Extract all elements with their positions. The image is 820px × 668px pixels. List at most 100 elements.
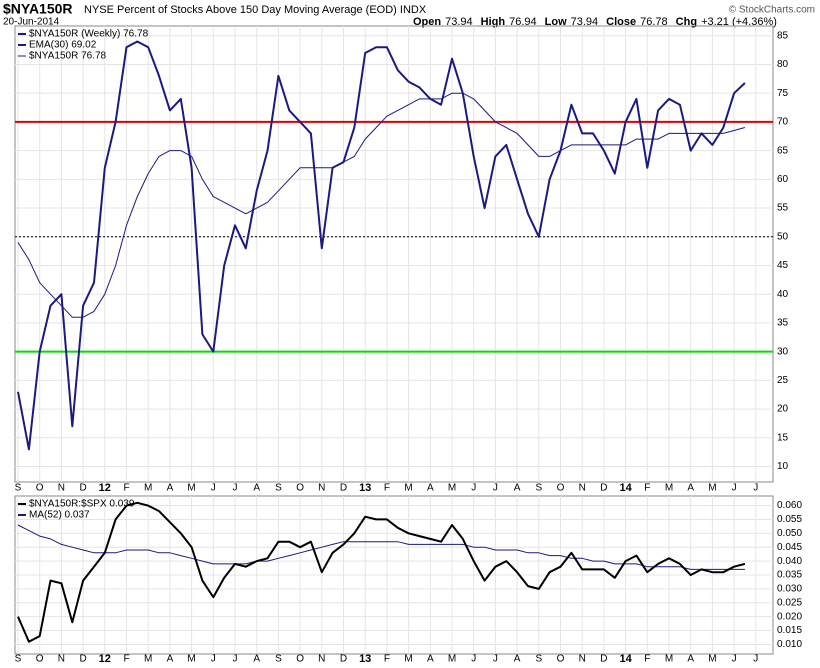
x-tick-label: M	[187, 483, 195, 494]
x-tick-label: M	[708, 654, 716, 665]
date: 20-Jun-2014	[3, 17, 60, 28]
y-tick-label: 40	[777, 289, 789, 300]
x-tick-label: M	[144, 654, 152, 665]
y-tick-label: 70	[777, 117, 789, 128]
y-tick-label: 10	[777, 461, 789, 472]
x-tick-label: 12	[99, 653, 111, 665]
x-tick-label: S	[535, 654, 542, 665]
x-tick-label: D	[340, 483, 347, 494]
quote-value: +3.21 (+4.36%)	[701, 16, 777, 28]
y-tick-label: 0.045	[777, 542, 802, 553]
symbol: $NYA150R	[3, 1, 73, 17]
y-tick-label: 25	[777, 375, 789, 386]
x-tick-label: D	[600, 483, 607, 494]
legend-label: MA(52) 0.037	[29, 510, 90, 521]
x-tick-label: F	[384, 654, 390, 665]
x-tick-label: J	[233, 654, 238, 665]
x-tick-label: 14	[619, 482, 632, 494]
quote-label: Chg	[676, 16, 697, 28]
x-tick-label: D	[79, 483, 86, 494]
x-tick-label: A	[427, 483, 434, 494]
y-tick-label: 0.055	[777, 514, 802, 525]
x-tick-label: J	[471, 654, 476, 665]
quote-label: Low	[545, 16, 567, 28]
x-tick-label: A	[514, 654, 521, 665]
y-tick-label: 65	[777, 145, 789, 156]
x-tick-label: M	[144, 483, 152, 494]
source: © StockCharts.com	[729, 5, 815, 16]
y-tick-label: 0.050	[777, 528, 802, 539]
y-tick-label: 80	[777, 59, 789, 70]
quote-value: 73.94	[571, 16, 599, 28]
x-tick-label: J	[233, 483, 238, 494]
legend-label: $NYA150R (Weekly) 76.78	[29, 29, 149, 40]
x-tick-label: F	[384, 483, 390, 494]
x-tick-label: A	[253, 654, 260, 665]
x-tick-label: O	[557, 483, 565, 494]
x-tick-label: 13	[359, 482, 371, 494]
x-tick-label: A	[253, 483, 260, 494]
quote-label: Close	[606, 16, 636, 28]
y-tick-label: 0.040	[777, 556, 802, 567]
x-tick-label: N	[58, 483, 65, 494]
x-tick-label: D	[340, 654, 347, 665]
x-tick-label: J	[732, 483, 737, 494]
x-tick-label: M	[187, 654, 195, 665]
x-tick-label: O	[296, 654, 304, 665]
quote-value: 73.94	[445, 16, 473, 28]
quote: Open 73.94 High 76.94 Low 73.94 Close 76.78 Chg +…	[413, 16, 777, 28]
subtitle: NYSE Percent of Stocks Above 150 Day Mov…	[84, 4, 427, 16]
y-tick-label: 60	[777, 174, 789, 185]
x-tick-label: A	[427, 654, 434, 665]
legend-label: $NYA150R 76.78	[29, 51, 107, 62]
x-tick-label: N	[579, 483, 586, 494]
y-tick-label: 45	[777, 260, 789, 271]
x-tick-label: A	[167, 483, 174, 494]
y-tick-label: 35	[777, 318, 789, 329]
x-tick-label: M	[448, 654, 456, 665]
x-tick-label: S	[15, 654, 22, 665]
x-tick-label: M	[404, 654, 412, 665]
y-tick-label: 0.010	[777, 639, 802, 650]
x-tick-label: O	[36, 483, 44, 494]
y-tick-label: 0.030	[777, 584, 802, 595]
x-tick-label: J	[732, 654, 737, 665]
x-tick-label: F	[644, 654, 650, 665]
x-tick-label: J	[211, 483, 216, 494]
x-tick-label: F	[123, 654, 129, 665]
y-tick-label: 0.060	[777, 500, 802, 511]
quote-label: High	[481, 16, 506, 28]
x-tick-label: S	[275, 654, 282, 665]
quote-value: 76.94	[509, 16, 537, 28]
y-tick-label: 0.020	[777, 611, 802, 622]
x-tick-label: M	[665, 483, 673, 494]
legend-label: EMA(30) 69.02	[29, 40, 97, 51]
x-tick-label: M	[404, 483, 412, 494]
x-tick-label: O	[36, 654, 44, 665]
x-tick-label: F	[123, 483, 129, 494]
x-tick-label: S	[275, 483, 282, 494]
y-tick-label: 0.035	[777, 570, 802, 581]
y-tick-label: 20	[777, 404, 789, 415]
x-tick-label: O	[557, 654, 565, 665]
x-tick-label: J	[493, 654, 498, 665]
y-tick-label: 75	[777, 88, 789, 99]
x-tick-label: J	[753, 654, 758, 665]
x-tick-label: M	[665, 654, 673, 665]
legend-label: $NYA150R:$SPX 0.039	[29, 499, 135, 510]
x-tick-label: A	[514, 483, 521, 494]
x-tick-label: A	[687, 654, 694, 665]
x-tick-label: A	[687, 483, 694, 494]
y-tick-label: 15	[777, 432, 789, 443]
x-tick-label: S	[535, 483, 542, 494]
series-line	[17, 40, 746, 451]
x-tick-label: N	[58, 654, 65, 665]
series-line	[17, 92, 746, 318]
x-tick-label: 12	[99, 482, 111, 494]
x-tick-label: J	[753, 483, 758, 494]
quote-value: 76.78	[640, 16, 668, 28]
x-tick-label: 14	[619, 653, 632, 665]
y-tick-label: 0.015	[777, 625, 802, 636]
